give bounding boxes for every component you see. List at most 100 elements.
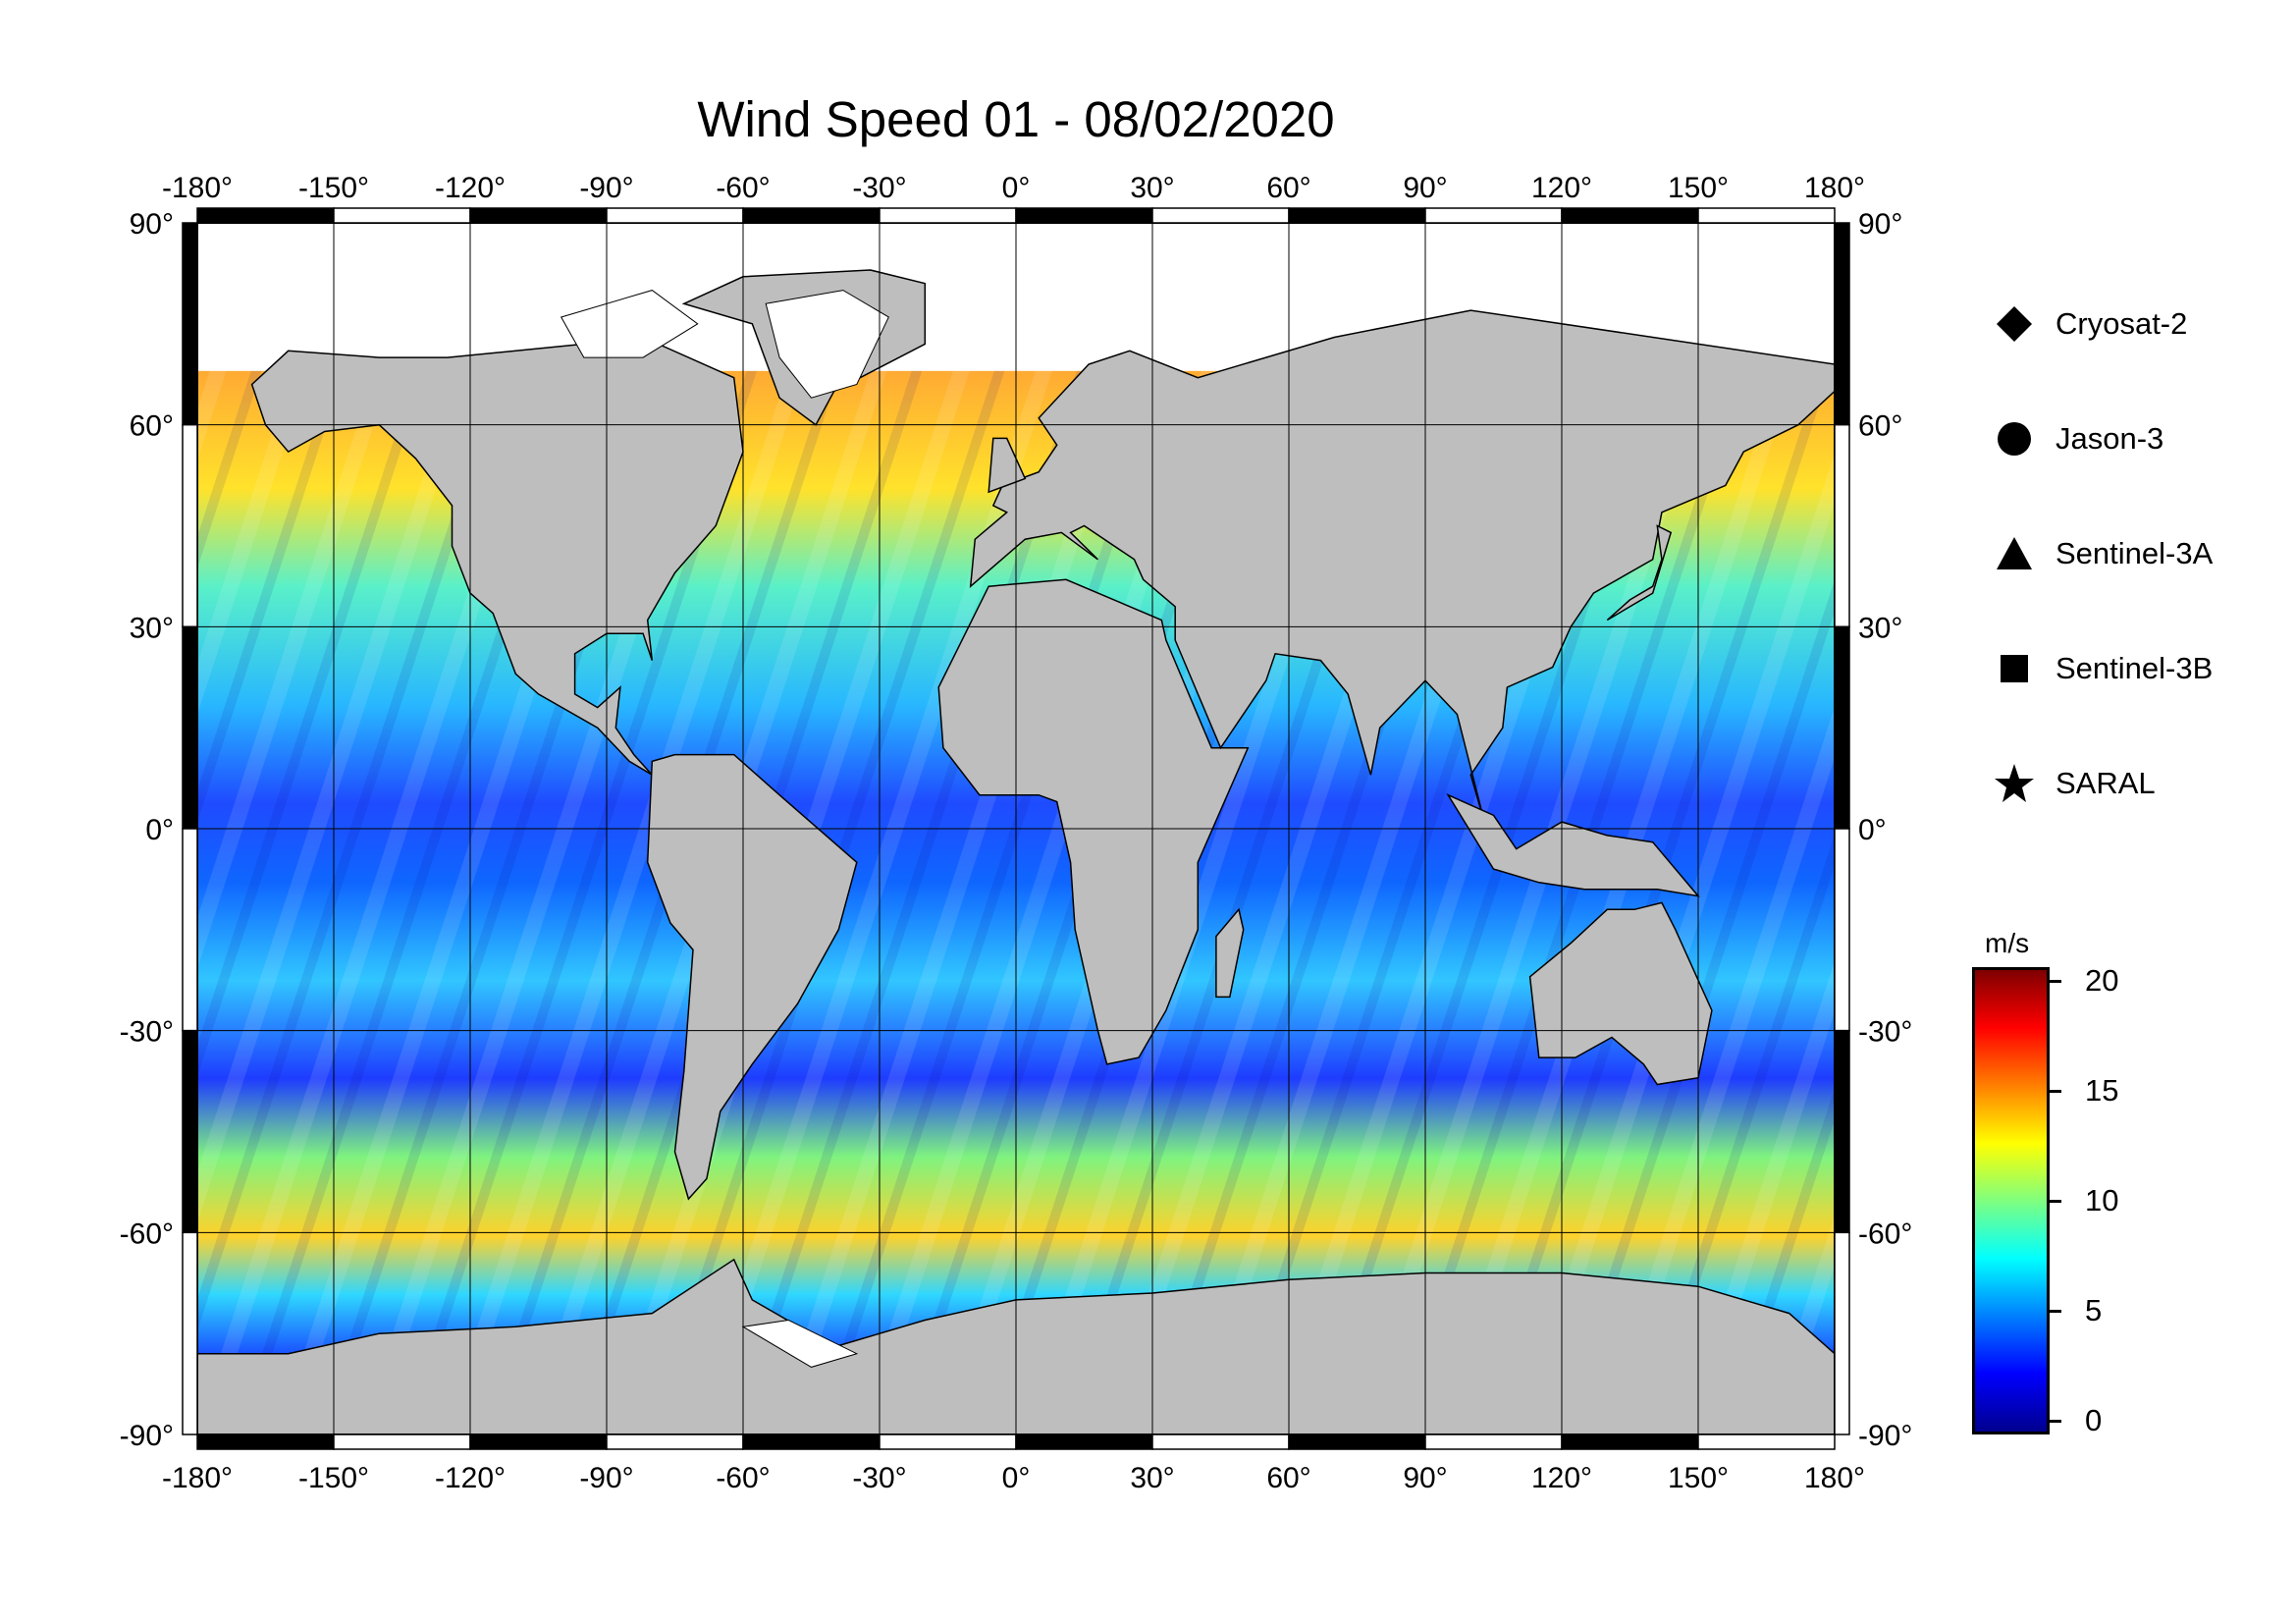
circle-icon [1993, 417, 2036, 460]
lat-tick-right: 90° [1858, 208, 1902, 241]
colorbar-tick-label: 0 [2085, 1403, 2103, 1437]
frame-segment-left [182, 1231, 198, 1435]
map-title: Wind Speed 01 - 08/02/2020 [697, 91, 1335, 147]
frame-segment-right [1834, 423, 1850, 628]
legend-item: Cryosat-2 [1993, 299, 2187, 349]
frame-segment-bottom [1151, 1434, 1290, 1450]
frame-segment-bottom [1288, 1434, 1426, 1450]
frame-segment-bottom [606, 1434, 744, 1450]
colorbar [1972, 967, 2050, 1434]
frame-segment-bottom [1561, 1434, 1699, 1450]
lat-tick-left: -90° [120, 1420, 174, 1452]
lon-tick-top: -30° [852, 172, 906, 204]
lon-tick-top: 30° [1130, 172, 1174, 204]
lat-tick-right: -60° [1858, 1217, 1912, 1250]
lon-tick-bottom: 0° [1002, 1462, 1031, 1494]
frame-segment-top [1151, 207, 1290, 224]
frame-segment-left [182, 625, 198, 830]
legend-label: Sentinel-3B [2056, 651, 2214, 685]
frame-segment-bottom [1697, 1434, 1836, 1450]
lon-tick-top: 120° [1531, 172, 1592, 204]
lat-tick-left: 90° [130, 208, 174, 241]
diamond-icon [1993, 302, 2036, 346]
lat-tick-left: 60° [130, 410, 174, 443]
frame-segment-top [606, 207, 744, 224]
colorbar-unit: m/s [1985, 928, 2030, 958]
lon-tick-bottom: -180° [162, 1462, 233, 1494]
lon-tick-bottom: 60° [1266, 1462, 1310, 1494]
lon-tick-top: 0° [1002, 172, 1031, 204]
legend-item: Jason-3 [1993, 414, 2163, 463]
frame-segment-top [333, 207, 471, 224]
frame-segment-top [742, 207, 881, 224]
colorbar-tick-mark [2050, 1200, 2061, 1203]
frame-segment-bottom [1015, 1434, 1153, 1450]
frame-segment-top [1697, 207, 1836, 224]
legend-item: Sentinel-3A [1993, 529, 2213, 578]
lon-tick-top: 90° [1403, 172, 1447, 204]
lon-tick-bottom: 120° [1531, 1462, 1592, 1494]
antarctic-shelf-ice [741, 1319, 859, 1368]
lon-tick-top: 180° [1804, 172, 1865, 204]
frame-segment-left [182, 828, 198, 1032]
frame-segment-top [469, 207, 608, 224]
legend-label: Jason-3 [2056, 421, 2164, 456]
frame-segment-top [196, 207, 335, 224]
map-frame [182, 207, 1850, 1450]
frame-segment-left [182, 1029, 198, 1234]
frame-segment-top [1015, 207, 1153, 224]
land-japan [1606, 524, 1673, 622]
lon-tick-top: -180° [162, 172, 233, 204]
land-madagascar [1215, 907, 1245, 999]
lon-tick-top: 150° [1668, 172, 1729, 204]
legend-label: Sentinel-3A [2056, 536, 2214, 570]
lon-tick-bottom: -150° [298, 1462, 369, 1494]
frame-segment-right [1834, 1231, 1850, 1435]
lat-tick-left: -60° [120, 1217, 174, 1250]
lat-tick-left: 0° [145, 814, 174, 846]
land-north-america [250, 336, 744, 776]
colorbar-tick-label: 20 [2085, 963, 2119, 998]
frame-segment-right [1834, 828, 1850, 1032]
land-australia [1528, 901, 1713, 1086]
colorbar-tick-mark [2050, 980, 2061, 983]
lon-tick-top: -150° [298, 172, 369, 204]
lat-tick-right: 30° [1858, 612, 1902, 644]
frame-segment-left [182, 222, 198, 426]
lat-tick-right: -90° [1858, 1420, 1912, 1452]
lat-tick-left: -30° [120, 1016, 174, 1049]
lon-tick-bottom: 150° [1668, 1462, 1729, 1494]
lon-tick-bottom: 180° [1804, 1462, 1865, 1494]
lon-tick-bottom: 90° [1403, 1462, 1447, 1494]
legend-label: Cryosat-2 [2056, 306, 2188, 341]
frame-segment-right [1834, 625, 1850, 830]
colorbar-tick-mark [2050, 1310, 2061, 1313]
lon-tick-bottom: -90° [579, 1462, 633, 1494]
frame-segment-bottom [469, 1434, 608, 1450]
legend-label: SARAL [2056, 766, 2156, 800]
frame-segment-left [182, 423, 198, 628]
greenland-ice [765, 290, 889, 399]
frame-segment-bottom [333, 1434, 471, 1450]
axis-ticks: -180° -180° -150° -150° -120° -120° -90° -90° -6… [120, 172, 1913, 1494]
square-icon [1993, 647, 2036, 690]
lon-tick-top: -60° [716, 172, 770, 204]
lat-tick-right: 60° [1858, 410, 1902, 443]
lat-tick-right: -30° [1858, 1016, 1912, 1049]
colorbar-tick-label: 15 [2085, 1073, 2119, 1108]
legend-item: Sentinel-3B [1993, 644, 2213, 693]
lon-tick-bottom: -60° [716, 1462, 770, 1494]
lon-tick-top: -120° [435, 172, 506, 204]
frame-segment-bottom [1424, 1434, 1563, 1450]
triangle-icon [1993, 532, 2036, 575]
colorbar-tick-label: 5 [2085, 1293, 2103, 1327]
star-icon [1993, 762, 2036, 805]
land-south-america [646, 753, 858, 1201]
frame-segment-top [1561, 207, 1699, 224]
lon-tick-bottom: 30° [1130, 1462, 1174, 1494]
land-indonesia [1446, 793, 1700, 897]
colorbar-tick-mark [2050, 1090, 2061, 1093]
lat-tick-right: 0° [1858, 814, 1887, 846]
frame-segment-top [1424, 207, 1563, 224]
frame-segment-top [1288, 207, 1426, 224]
